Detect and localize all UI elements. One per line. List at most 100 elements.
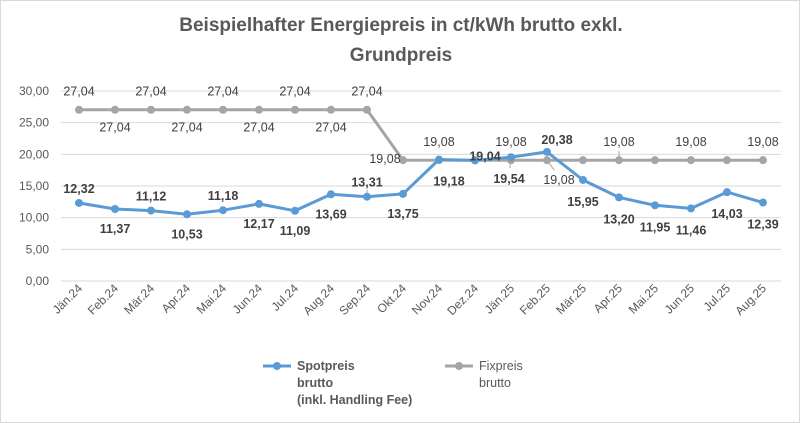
legend-label: Fixpreis: [479, 359, 523, 373]
data-point: [363, 192, 371, 201]
fix-data-label: 27,04: [99, 121, 130, 135]
spot-data-label: 11,46: [676, 223, 707, 237]
data-point: [219, 206, 227, 215]
legend-marker: [455, 362, 463, 370]
x-tick-label: Dez.24: [444, 281, 481, 318]
data-point: [111, 105, 119, 114]
spot-data-label: 13,69: [315, 207, 346, 221]
x-tick-label: Jän.25: [482, 281, 518, 317]
fix-data-label: 27,04: [315, 121, 346, 135]
data-point: [471, 156, 479, 165]
spot-data-label: 11,12: [136, 190, 167, 204]
y-tick-label: 25,00: [19, 116, 49, 130]
spot-data-label: 12,17: [243, 217, 274, 231]
y-axis-ticks: 0,00 5,00 10,00 15,00 20,00 25,00 30,00: [19, 84, 49, 288]
fix-data-label: 19,08: [603, 135, 634, 149]
data-point: [75, 105, 83, 114]
legend-label: brutto: [297, 376, 333, 390]
x-tick-label: Jul.24: [269, 281, 302, 314]
data-labels: 12,32 11,37 11,12 10,53 11,18 12,17 11,09 13,69…: [63, 85, 778, 242]
data-point: [147, 105, 155, 114]
spot-data-label: 20,38: [541, 133, 572, 147]
series-fixpreis: [75, 105, 767, 165]
series-line: [78, 150, 764, 216]
data-point: [435, 155, 443, 164]
data-point: [579, 175, 587, 184]
data-point: [759, 156, 767, 165]
spot-data-label: 13,20: [603, 212, 634, 226]
data-point: [399, 156, 407, 165]
spot-data-label: 12,32: [63, 182, 94, 196]
data-point: [687, 156, 695, 165]
spot-data-label: 10,53: [171, 227, 202, 241]
y-tick-label: 30,00: [19, 84, 49, 98]
series-layer: [75, 105, 767, 219]
y-tick-label: 0,00: [26, 274, 50, 288]
x-tick-label: Jun.25: [662, 281, 698, 317]
spot-data-label: 13,75: [387, 207, 418, 221]
spot-data-label: 11,18: [208, 189, 239, 203]
data-point: [255, 105, 263, 114]
chart-title: Beispielhafter Energiepreis in ct/kWh br…: [101, 11, 701, 71]
fix-data-label: 19,08: [747, 135, 778, 149]
fix-data-label: 19,08: [369, 152, 400, 166]
x-tick-label: Aug.24: [300, 281, 337, 318]
fix-data-label: 27,04: [351, 85, 382, 99]
x-tick-label: Aug.25: [732, 281, 769, 318]
data-point: [363, 105, 371, 114]
fix-data-label: 27,04: [243, 121, 274, 135]
spot-data-label: 11,09: [280, 224, 311, 238]
data-point: [111, 204, 119, 213]
fix-data-label: 19,08: [423, 135, 454, 149]
data-point: [255, 199, 263, 208]
data-point: [615, 193, 623, 202]
fix-data-label: 27,04: [63, 85, 94, 99]
spot-data-label: 14,03: [711, 207, 742, 221]
spot-data-label: 11,37: [100, 222, 131, 236]
grid-lines: [61, 90, 781, 282]
data-point: [399, 189, 407, 198]
x-tick-label: Apr.25: [591, 281, 626, 316]
legend: Spotpreis brutto (inkl. Handling Fee) Fixpr…: [263, 359, 523, 407]
fix-data-label: 19,08: [495, 135, 526, 149]
x-tick-label: Apr.24: [159, 281, 194, 316]
data-point: [183, 105, 191, 114]
fix-data-label: 27,04: [279, 85, 310, 99]
data-point: [75, 198, 83, 207]
data-point: [543, 156, 551, 165]
data-point: [327, 105, 335, 114]
fix-data-label: 27,04: [171, 121, 202, 135]
legend-label: (inkl. Handling Fee): [297, 393, 412, 407]
x-axis-ticks: Jän.24 Feb.24 Mär.24 Apr.24 Mai.24 Jun.24 Jul.…: [50, 281, 770, 318]
x-tick-label: Mär.25: [553, 281, 589, 317]
data-point: [147, 206, 155, 215]
x-tick-label: Feb.25: [517, 281, 554, 318]
x-tick-label: Jul.25: [701, 281, 734, 314]
data-point: [651, 201, 659, 210]
spot-data-label: 11,95: [640, 220, 671, 234]
data-point: [759, 198, 767, 207]
data-point: [291, 206, 299, 215]
x-tick-label: Jun.24: [230, 281, 266, 317]
fix-data-label: 19,08: [675, 135, 706, 149]
spot-data-label: 19,18: [433, 175, 464, 189]
x-tick-label: Jän.24: [50, 281, 86, 317]
chart-title-line-2: Grundpreis: [349, 45, 453, 66]
y-tick-label: 20,00: [19, 147, 49, 161]
series-line: [79, 108, 763, 162]
spot-data-label: 12,39: [747, 218, 778, 232]
fix-data-label: 27,04: [135, 85, 166, 99]
fix-data-label: 27,04: [207, 85, 238, 99]
data-point: [507, 153, 515, 162]
data-point: [183, 210, 191, 219]
spot-data-label: 19,04: [469, 149, 500, 163]
data-point: [723, 156, 731, 165]
x-tick-label: Feb.24: [85, 281, 122, 318]
fix-data-label: 19,08: [543, 173, 574, 187]
legend-marker: [273, 362, 281, 370]
x-tick-label: Nov.24: [409, 281, 445, 317]
spot-data-label: 19,54: [493, 172, 524, 186]
x-tick-label: Mai.25: [626, 281, 662, 317]
